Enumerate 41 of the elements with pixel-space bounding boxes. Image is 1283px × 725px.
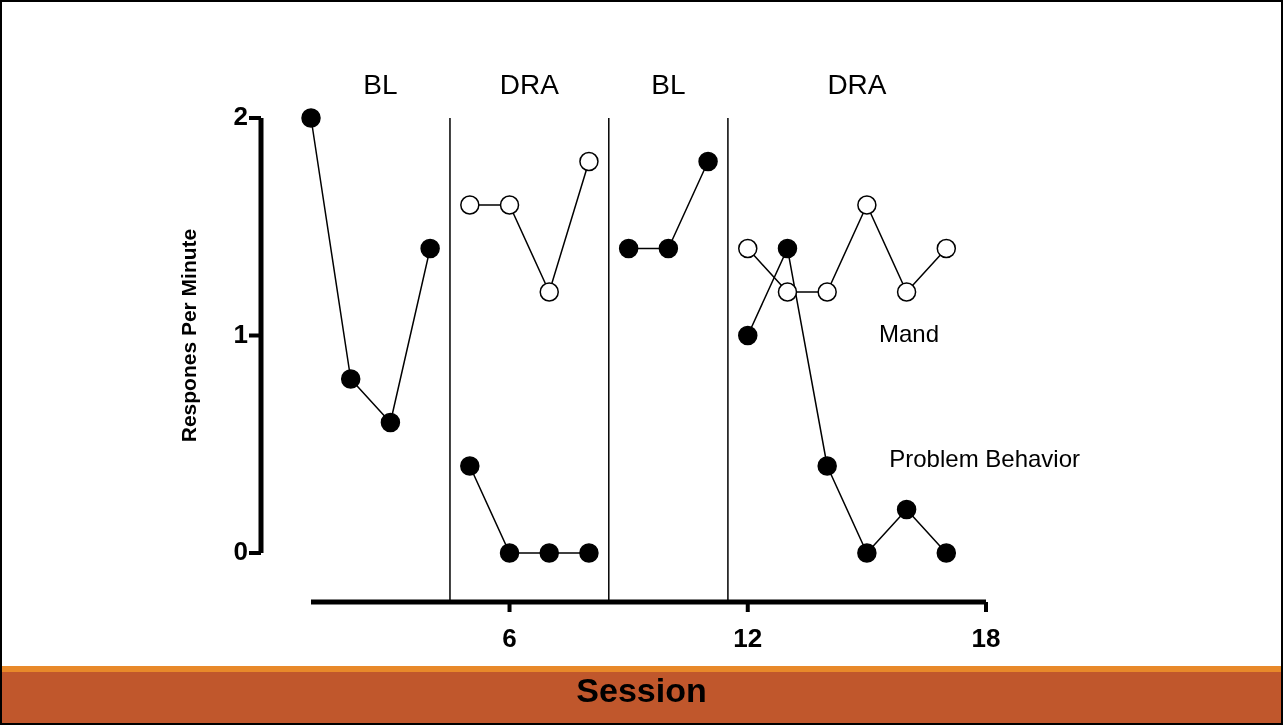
- point: [936, 238, 957, 259]
- point: [499, 543, 520, 563]
- point: [460, 456, 480, 476]
- y-tick-label: 0: [233, 536, 248, 567]
- text: BL: [651, 68, 686, 100]
- point: [777, 238, 798, 259]
- point: [460, 195, 480, 215]
- point: [698, 151, 718, 172]
- point: [539, 543, 559, 563]
- text: DRA: [499, 68, 560, 100]
- y-tick-label: 2: [233, 101, 248, 132]
- point: [420, 238, 440, 259]
- x-axis-title: Session: [575, 670, 708, 710]
- point: [857, 543, 877, 563]
- point: [817, 456, 837, 476]
- point: [301, 108, 321, 128]
- point: [936, 543, 957, 563]
- point: [579, 151, 599, 172]
- point: [539, 282, 559, 302]
- point: [817, 282, 837, 302]
- point: [658, 238, 679, 259]
- point: [499, 195, 520, 215]
- x-tick-label: 6: [502, 622, 517, 653]
- x-tick-label: 12: [733, 622, 763, 653]
- series-label: Mand: [879, 319, 940, 347]
- point: [579, 543, 599, 563]
- y-axis-title: Respones Per Minute: [177, 228, 201, 443]
- point: [857, 195, 877, 215]
- y-tick-label: 1: [233, 318, 248, 349]
- point: [618, 238, 639, 259]
- text: DRA: [827, 68, 887, 100]
- point: [340, 369, 361, 389]
- point: [738, 325, 758, 346]
- text: BL: [363, 68, 398, 100]
- point: [896, 282, 917, 302]
- point: [380, 412, 401, 433]
- point: [777, 282, 798, 302]
- point: [896, 499, 917, 520]
- point: [738, 238, 758, 259]
- series-label: Problem Behavior: [889, 444, 1081, 472]
- x-tick-label: 18: [971, 622, 1001, 653]
